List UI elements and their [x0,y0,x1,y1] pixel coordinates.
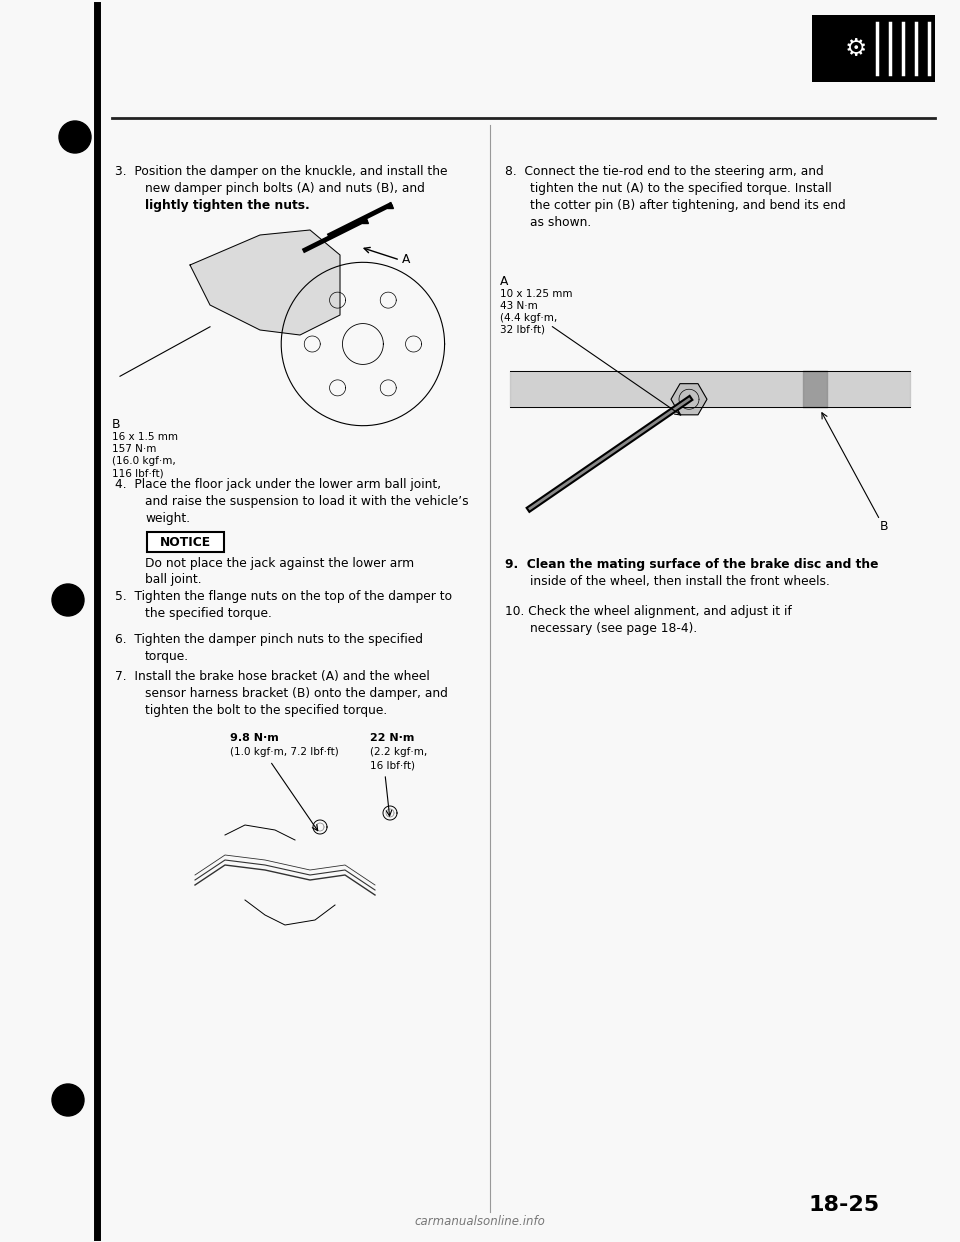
Text: 7.  Install the brake hose bracket (A) and the wheel: 7. Install the brake hose bracket (A) an… [115,669,430,683]
Text: new damper pinch bolts (A) and nuts (B), and: new damper pinch bolts (A) and nuts (B),… [145,183,425,195]
Text: 5.  Tighten the flange nuts on the top of the damper to: 5. Tighten the flange nuts on the top of… [115,590,452,604]
Text: 43 N·m: 43 N·m [500,301,538,310]
Text: 9.  Clean the mating surface of the brake disc and the: 9. Clean the mating surface of the brake… [505,558,878,571]
Text: 9.8 N·m: 9.8 N·m [230,733,278,743]
Text: A: A [500,274,509,288]
FancyBboxPatch shape [812,15,935,82]
Text: Do not place the jack against the lower arm: Do not place the jack against the lower … [145,556,414,570]
Text: 22 N·m: 22 N·m [370,733,415,743]
Text: 157 N·m: 157 N·m [112,443,156,455]
Circle shape [59,120,91,153]
Text: as shown.: as shown. [530,216,591,229]
Text: 18-25: 18-25 [809,1195,880,1215]
Text: 6.  Tighten the damper pinch nuts to the specified: 6. Tighten the damper pinch nuts to the … [115,633,423,646]
Text: 16 lbf·ft): 16 lbf·ft) [370,760,415,770]
Text: NOTICE: NOTICE [160,535,211,549]
Text: weight.: weight. [145,512,190,525]
Text: 10 x 1.25 mm: 10 x 1.25 mm [500,289,572,299]
Text: 32 lbf·ft): 32 lbf·ft) [500,325,545,335]
Text: (4.4 kgf·m,: (4.4 kgf·m, [500,313,557,323]
Polygon shape [190,230,340,335]
Text: sensor harness bracket (B) onto the damper, and: sensor harness bracket (B) onto the damp… [145,687,448,700]
Text: torque.: torque. [145,650,189,663]
Text: 116 lbf·ft): 116 lbf·ft) [112,468,163,478]
Text: A: A [402,253,410,266]
Text: B: B [880,520,889,533]
Text: 10. Check the wheel alignment, and adjust it if: 10. Check the wheel alignment, and adjus… [505,605,792,619]
Text: (16.0 kgf·m,: (16.0 kgf·m, [112,456,176,466]
Text: tighten the bolt to the specified torque.: tighten the bolt to the specified torque… [145,704,387,717]
Text: necessary (see page 18-4).: necessary (see page 18-4). [530,622,697,635]
Text: carmanualsonline.info: carmanualsonline.info [415,1215,545,1228]
Text: the specified torque.: the specified torque. [145,607,272,620]
Text: ⚙: ⚙ [844,36,867,61]
Text: lightly tighten the nuts.: lightly tighten the nuts. [145,199,310,212]
Text: ball joint.: ball joint. [145,573,202,586]
Text: inside of the wheel, then install the front wheels.: inside of the wheel, then install the fr… [530,575,829,587]
Circle shape [52,584,84,616]
Text: and raise the suspension to load it with the vehicle’s: and raise the suspension to load it with… [145,496,468,508]
Text: 3.  Position the damper on the knuckle, and install the: 3. Position the damper on the knuckle, a… [115,165,447,178]
Text: 16 x 1.5 mm: 16 x 1.5 mm [112,432,178,442]
Text: (2.2 kgf·m,: (2.2 kgf·m, [370,746,427,758]
Text: 8.  Connect the tie-rod end to the steering arm, and: 8. Connect the tie-rod end to the steeri… [505,165,824,178]
FancyBboxPatch shape [147,532,224,551]
Circle shape [52,1084,84,1117]
Text: tighten the nut (A) to the specified torque. Install: tighten the nut (A) to the specified tor… [530,183,831,195]
Text: B: B [112,419,121,431]
Text: 4.  Place the floor jack under the lower arm ball joint,: 4. Place the floor jack under the lower … [115,478,442,491]
Text: the cotter pin (B) after tightening, and bend its end: the cotter pin (B) after tightening, and… [530,199,846,212]
Text: (1.0 kgf·m, 7.2 lbf·ft): (1.0 kgf·m, 7.2 lbf·ft) [230,746,339,758]
Polygon shape [671,384,707,415]
